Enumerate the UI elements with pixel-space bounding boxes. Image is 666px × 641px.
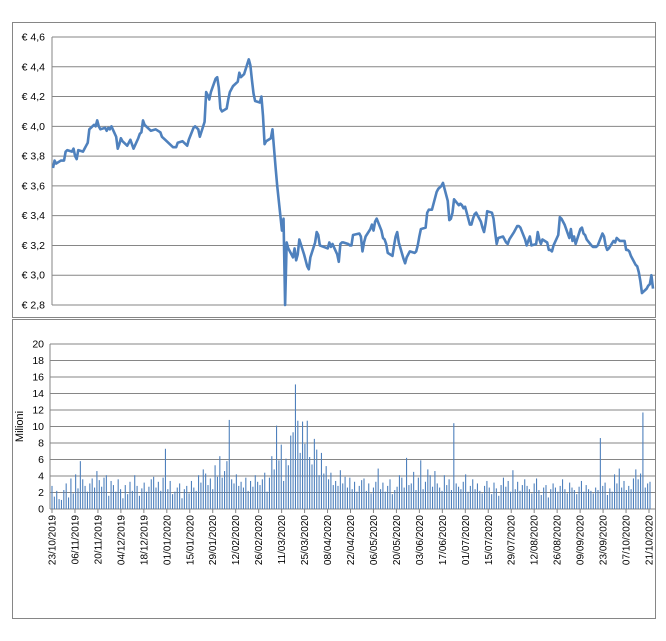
volume-x-tick-label: 15/07/2020 — [484, 515, 495, 565]
volume-x-tick-label: 06/11/2019 — [71, 515, 82, 565]
volume-x-tick-label: 01/01/2020 — [162, 515, 173, 565]
volume-x-tick-label: 07/10/2020 — [622, 515, 633, 565]
volume-x-tick-label: 17/06/2020 — [438, 515, 449, 565]
volume-y-tick-label: 14 — [32, 388, 44, 400]
volume-y-tick-label: 8 — [38, 438, 44, 450]
volume-chart: 0 2 4 6 8 10 12 14 16 18 20 Milioni 23/10/2019 06/11/… — [14, 339, 656, 565]
volume-x-tick-label: 26/08/2020 — [553, 515, 564, 565]
volume-x-tick-label: 04/12/2019 — [116, 515, 127, 565]
price-y-tick-label: € 3,6 — [22, 180, 46, 192]
volume-x-tick-label: 22/04/2020 — [346, 515, 357, 565]
price-y-tick-label: € 4,0 — [22, 121, 46, 133]
volume-chart-panel: 0 2 4 6 8 10 12 14 16 18 20 Milioni 23/10/2019 06/11/… — [12, 319, 656, 619]
volume-x-tick-label: 12/02/2020 — [231, 515, 242, 565]
price-y-tick-label: € 3,0 — [22, 270, 46, 282]
volume-x-tick-label: 12/08/2020 — [530, 515, 541, 565]
price-y-tick-label: € 3,8 — [22, 151, 46, 163]
volume-y-tick-label: 16 — [32, 372, 44, 384]
volume-y-axis-title: Milioni — [14, 411, 26, 442]
volume-y-tick-label: 0 — [38, 504, 44, 516]
volume-y-tick-label: 4 — [38, 471, 44, 483]
price-y-tick-label: € 4,2 — [22, 91, 46, 103]
price-chart: € 2,8 € 3,0 € 3,2 € 3,4 € 3,6 € 3,8 € 4,0 € 4,2… — [22, 32, 656, 312]
price-y-tick-label: € 2,8 — [22, 300, 46, 312]
volume-x-tick-label: 08/04/2020 — [323, 515, 334, 565]
volume-x-tick-label: 06/05/2020 — [369, 515, 380, 565]
volume-x-tick-label: 18/12/2019 — [139, 515, 150, 565]
volume-x-tick-label: 29/01/2020 — [208, 515, 219, 565]
volume-x-tick-label: 29/07/2020 — [507, 515, 518, 565]
price-y-tick-label: € 4,6 — [22, 32, 46, 44]
volume-x-tick-label: 23/10/2019 — [48, 515, 59, 565]
volume-x-tick-label: 20/05/2020 — [392, 515, 403, 565]
price-chart-panel: € 2,8 € 3,0 € 3,2 € 3,4 € 3,6 € 3,8 € 4,0 € 4,2… — [12, 22, 656, 318]
price-y-tick-label: € 4,4 — [22, 61, 46, 73]
volume-y-tick-label: 6 — [38, 454, 44, 466]
price-series-line — [51, 58, 655, 307]
volume-y-tick-label: 18 — [32, 355, 44, 367]
volume-x-tick-label: 01/07/2020 — [461, 515, 472, 565]
volume-x-tick-label: 03/06/2020 — [415, 515, 426, 565]
price-y-tick-label: € 3,4 — [22, 210, 46, 222]
volume-x-tick-label: 25/03/2020 — [300, 515, 311, 565]
volume-x-tick-label: 15/01/2020 — [185, 515, 196, 565]
volume-y-tick-label: 12 — [32, 405, 44, 417]
volume-x-tick-label: 09/09/2020 — [576, 515, 587, 565]
volume-x-tick-label: 20/11/2019 — [93, 515, 104, 565]
volume-x-tick-label: 26/02/2020 — [254, 515, 265, 565]
price-y-tick-label: € 3,2 — [22, 240, 46, 252]
volume-y-tick-label: 20 — [32, 339, 44, 351]
volume-y-tick-label: 10 — [32, 421, 44, 433]
volume-x-tick-label: 21/10/2020 — [645, 515, 656, 565]
volume-x-tick-label: 23/09/2020 — [599, 515, 610, 565]
volume-x-tick-label: 11/03/2020 — [277, 515, 288, 565]
volume-y-tick-label: 2 — [38, 487, 44, 499]
